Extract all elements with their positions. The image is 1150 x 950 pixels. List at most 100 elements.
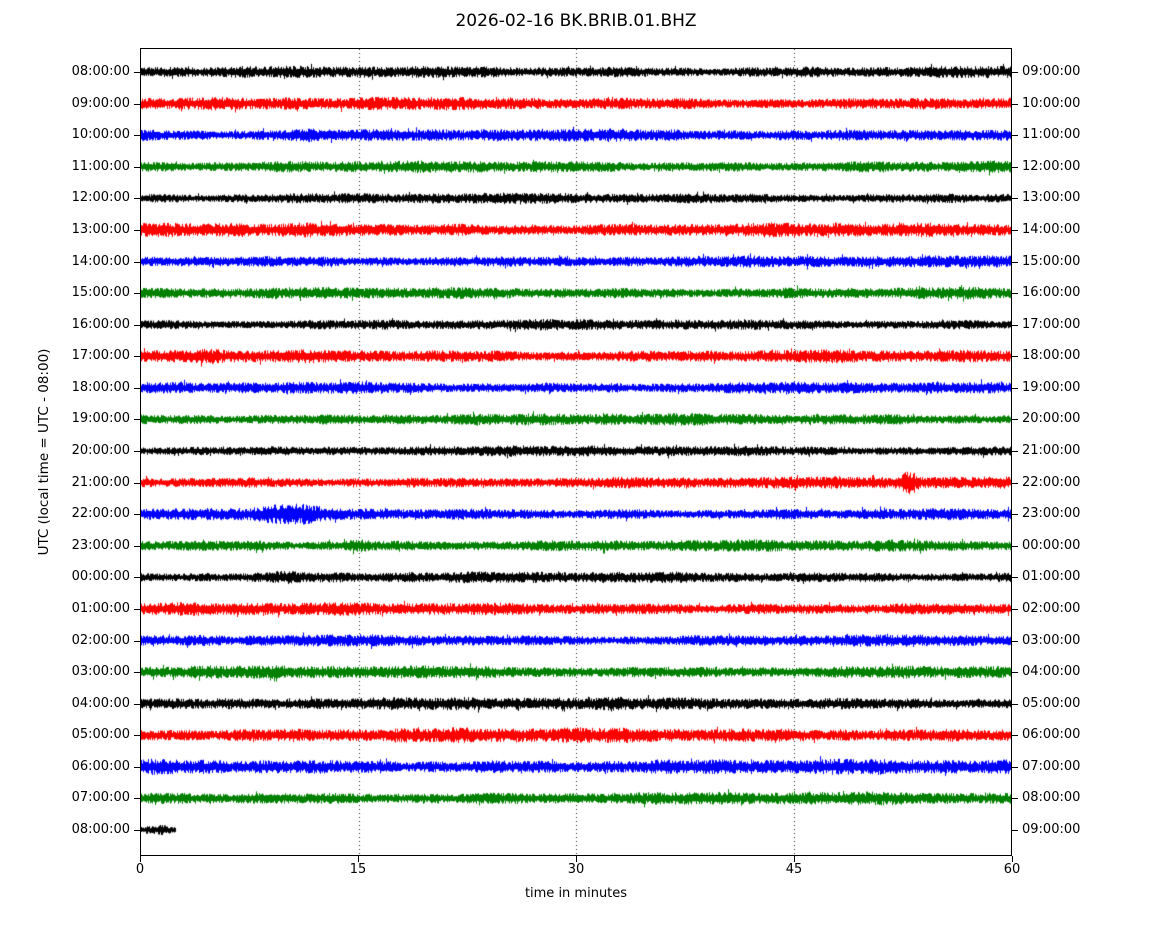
y-tick-left (134, 609, 140, 610)
y-tick-left (134, 198, 140, 199)
x-tick-label: 15 (349, 862, 367, 877)
y-tick-label-right: 21:00:00 (1022, 443, 1081, 458)
y-tick-label-right: 00:00:00 (1022, 537, 1081, 553)
y-tick-right (1012, 767, 1018, 768)
y-tick-label-right: 11:00:00 (1022, 127, 1081, 143)
y-tick-right (1012, 388, 1018, 389)
y-tick-label-right: 15:00:00 (1022, 253, 1081, 269)
y-tick-label-right: 07:00:00 (1022, 758, 1081, 774)
y-tick-left (134, 546, 140, 547)
y-tick-label-right: 01:00:00 (1022, 569, 1081, 585)
y-tick-label-right: 02:00:00 (1022, 600, 1081, 616)
y-tick-label-left: 10:00:00 (71, 127, 130, 143)
y-tick-label-left: 21:00:00 (71, 474, 130, 490)
y-tick-label-right: 09:00:00 (1022, 64, 1081, 79)
y-tick-left (134, 451, 140, 452)
y-tick-label-right: 18:00:00 (1022, 348, 1081, 364)
seismogram-traces-canvas (141, 49, 1011, 855)
y-tick-label-right: 12:00:00 (1022, 158, 1081, 174)
y-tick-label-left: 15:00:00 (71, 285, 130, 301)
y-tick-right (1012, 704, 1018, 705)
x-tick (1012, 856, 1013, 862)
y-tick-left (134, 72, 140, 73)
y-tick-label-right: 22:00:00 (1022, 474, 1081, 490)
y-tick-left (134, 704, 140, 705)
x-tick (576, 856, 577, 862)
y-tick-right (1012, 262, 1018, 263)
y-tick-right (1012, 135, 1018, 136)
y-tick-label-right: 23:00:00 (1022, 506, 1081, 522)
y-tick-label-left: 12:00:00 (71, 190, 130, 206)
y-tick-right (1012, 641, 1018, 642)
y-tick-label-left: 00:00:00 (71, 569, 130, 585)
y-tick-left (134, 483, 140, 484)
x-tick-label: 30 (567, 862, 585, 877)
y-tick-left (134, 230, 140, 231)
y-tick-right (1012, 830, 1018, 831)
y-tick-left (134, 388, 140, 389)
y-tick-label-left: 18:00:00 (71, 379, 130, 395)
y-tick-label-left: 20:00:00 (71, 443, 130, 458)
x-tick (358, 856, 359, 862)
y-tick-right (1012, 198, 1018, 199)
y-tick-left (134, 798, 140, 799)
y-tick-left (134, 672, 140, 673)
y-tick-label-right: 03:00:00 (1022, 632, 1081, 648)
y-tick-label-right: 20:00:00 (1022, 411, 1081, 427)
y-tick-label-left: 04:00:00 (71, 695, 130, 711)
y-tick-label-left: 01:00:00 (71, 600, 130, 616)
y-tick-left (134, 104, 140, 105)
x-tick-label: 60 (1003, 862, 1021, 877)
y-tick-right (1012, 230, 1018, 231)
y-tick-label-right: 10:00:00 (1022, 95, 1081, 111)
y-tick-label-right: 19:00:00 (1022, 379, 1081, 395)
y-tick-right (1012, 419, 1018, 420)
y-tick-label-right: 05:00:00 (1022, 695, 1081, 711)
y-tick-right (1012, 546, 1018, 547)
y-tick-left (134, 135, 140, 136)
y-tick-left (134, 356, 140, 357)
y-tick-label-left: 09:00:00 (71, 95, 130, 111)
y-tick-left (134, 830, 140, 831)
y-tick-right (1012, 451, 1018, 452)
plot-title: 2026-02-16 BK.BRIB.01.BHZ (455, 11, 697, 31)
y-tick-right (1012, 609, 1018, 610)
y-tick-label-left: 08:00:00 (71, 822, 130, 837)
y-tick-left (134, 641, 140, 642)
x-tick (140, 856, 141, 862)
y-tick-label-right: 16:00:00 (1022, 285, 1081, 301)
y-tick-label-left: 16:00:00 (71, 316, 130, 332)
y-tick-label-left: 13:00:00 (71, 221, 130, 237)
y-tick-label-left: 22:00:00 (71, 506, 130, 522)
y-tick-right (1012, 356, 1018, 357)
x-tick-label: 0 (135, 862, 145, 877)
y-tick-left (134, 293, 140, 294)
y-tick-right (1012, 72, 1018, 73)
y-tick-right (1012, 293, 1018, 294)
y-tick-label-left: 14:00:00 (71, 253, 130, 269)
y-tick-label-left: 08:00:00 (71, 64, 130, 79)
y-tick-right (1012, 104, 1018, 105)
y-tick-label-right: 08:00:00 (1022, 790, 1081, 806)
y-tick-label-right: 04:00:00 (1022, 664, 1081, 680)
y-tick-label-left: 07:00:00 (71, 790, 130, 806)
y-tick-label-right: 13:00:00 (1022, 190, 1081, 206)
y-tick-right (1012, 735, 1018, 736)
y-tick-right (1012, 672, 1018, 673)
x-tick (794, 856, 795, 862)
y-tick-left (134, 767, 140, 768)
y-tick-left (134, 577, 140, 578)
y-tick-right (1012, 483, 1018, 484)
y-tick-label-left: 23:00:00 (71, 537, 130, 553)
y-tick-label-right: 09:00:00 (1022, 822, 1081, 837)
y-tick-label-left: 05:00:00 (71, 727, 130, 743)
y-tick-label-left: 17:00:00 (71, 348, 130, 364)
y-tick-left (134, 262, 140, 263)
y-tick-label-left: 19:00:00 (71, 411, 130, 427)
y-tick-right (1012, 167, 1018, 168)
y-tick-left (134, 419, 140, 420)
y-tick-label-right: 06:00:00 (1022, 727, 1081, 743)
y-tick-label-left: 11:00:00 (71, 158, 130, 174)
y-tick-right (1012, 325, 1018, 326)
